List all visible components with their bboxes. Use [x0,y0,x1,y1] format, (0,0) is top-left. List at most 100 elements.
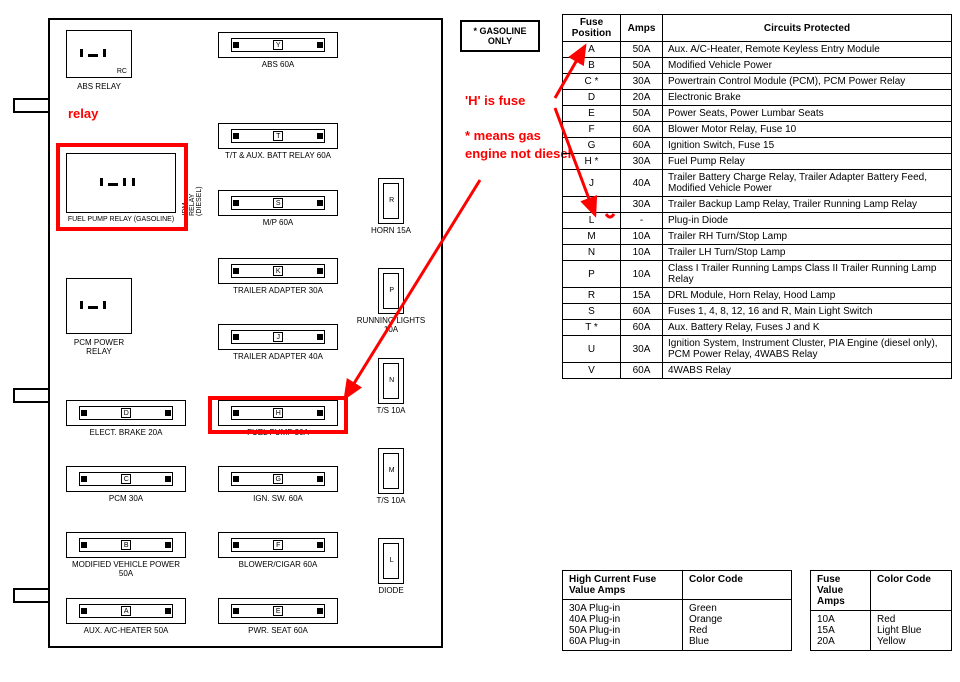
fuse-caption-G: IGN. SW. 60A [218,494,338,503]
pcm-relay-caption: PCM POWER RELAY [62,338,136,356]
cell-amps: 60A [621,122,663,138]
mini-caption-N: T/S 10A [350,406,432,415]
abs-relay: RC [66,30,132,78]
pcm-relay [66,278,132,334]
gasoline-only-box: * GASOLINE ONLY [460,20,540,52]
cell-amps: 20A [621,90,663,106]
fuse-caption-A: AUX. A/C-HEATER 50A [66,626,186,635]
fuse-caption-S: M/P 60A [218,218,338,227]
annotation-gas-text: * means gas engine not diesel [465,128,571,161]
cc-high-col2: Color Code [683,571,792,600]
cell-pos: T * [563,320,621,336]
cc-low-title: Fuse Value Amps [811,571,871,611]
cc-high-colors: GreenOrangeRedBlue [683,600,792,651]
cell-pos: V [563,363,621,379]
cell-pos: H * [563,154,621,170]
table-row: C *30APowertrain Control Module (PCM), P… [563,74,952,90]
cell-amps: 10A [621,245,663,261]
cell-desc: Ignition Switch, Fuse 15 [663,138,952,154]
th-pos: Fuse Position [563,15,621,42]
annotation-h-is-fuse: 'H' is fuse * means gas engine not diese… [465,92,575,162]
notch-1 [13,98,48,113]
cell-amps: 10A [621,229,663,245]
cell-pos: A [563,42,621,58]
th-desc: Circuits Protected [663,15,952,42]
fuse-slot-A: A [66,598,186,624]
cell-amps: 30A [621,154,663,170]
cc-low-vals: 10A15A20A [811,611,871,651]
cell-desc: Trailer LH Turn/Stop Lamp [663,245,952,261]
cell-amps: - [621,213,663,229]
mini-fuse-N: N [378,358,404,404]
cell-amps: 60A [621,138,663,154]
annotation-h-text: 'H' is fuse [465,93,525,108]
color-code-low-table: Fuse Value Amps Color Code 10A15A20ARedL… [810,570,952,651]
cell-desc: Power Seats, Power Lumbar Seats [663,106,952,122]
fuse-caption-B: MODIFIED VEHICLE POWER 50A [66,560,186,578]
cell-amps: 30A [621,336,663,363]
table-row: B50AModified Vehicle Power [563,58,952,74]
fuse-caption-K: TRAILER ADAPTER 30A [218,286,338,295]
mini-fuse-L: L [378,538,404,584]
fuse-slot-D: D [66,400,186,426]
cc-high-vals: 30A Plug-in40A Plug-in50A Plug-in60A Plu… [563,600,683,651]
cell-desc: Fuel Pump Relay [663,154,952,170]
cell-desc: Trailer Battery Charge Relay, Trailer Ad… [663,170,952,197]
fuse-slot-E: E [218,598,338,624]
table-row: F60ABlower Motor Relay, Fuse 10 [563,122,952,138]
fuse-slot-T: T [218,123,338,149]
mini-caption-P: RUNNING LIGHTS 10A [350,316,432,334]
cell-pos: N [563,245,621,261]
table-row: R15ADRL Module, Horn Relay, Hood Lamp [563,288,952,304]
fuse-slot-Y: Y [218,32,338,58]
cell-desc: Electronic Brake [663,90,952,106]
table-row: V60A4WABS Relay [563,363,952,379]
abs-rc-label: RC [117,68,127,75]
mini-caption-R: HORN 15A [350,226,432,235]
cell-amps: 15A [621,288,663,304]
cell-desc: Fuses 1, 4, 8, 12, 16 and R, Main Light … [663,304,952,320]
cell-pos: G [563,138,621,154]
cell-pos: R [563,288,621,304]
cell-desc: Aux. Battery Relay, Fuses J and K [663,320,952,336]
cell-desc: 4WABS Relay [663,363,952,379]
fuse-caption-Y: ABS 60A [218,60,338,69]
cell-amps: 40A [621,170,663,197]
highlight-relay [56,143,188,231]
cell-pos: D [563,90,621,106]
fusebox-diagram-page: RC ABS RELAY FUEL PUMP RELAY (GASOLINE) … [0,0,960,682]
cell-pos: S [563,304,621,320]
table-row: U30AIgnition System, Instrument Cluster,… [563,336,952,363]
cell-desc: Modified Vehicle Power [663,58,952,74]
fuse-caption-T: T/T & AUX. BATT RELAY 60A [218,151,338,160]
cell-desc: Trailer RH Turn/Stop Lamp [663,229,952,245]
table-row: L-Plug-in Diode [563,213,952,229]
annotation-relay: relay [68,105,98,123]
table-row: A50AAux. A/C-Heater, Remote Keyless Entr… [563,42,952,58]
cc-low-colors: RedLight BlueYellow [871,611,952,651]
cell-amps: 50A [621,42,663,58]
mini-fuse-M: M [378,448,404,494]
cell-desc: Blower Motor Relay, Fuse 10 [663,122,952,138]
cc-low-col2: Color Code [871,571,952,611]
fuse-slot-C: C [66,466,186,492]
mini-fuse-P: P [378,268,404,314]
cell-desc: DRL Module, Horn Relay, Hood Lamp [663,288,952,304]
cell-pos: J [563,170,621,197]
table-row: G60AIgnition Switch, Fuse 15 [563,138,952,154]
cell-desc: Trailer Backup Lamp Relay, Trailer Runni… [663,197,952,213]
cell-pos: E [563,106,621,122]
cell-amps: 60A [621,320,663,336]
cell-pos: P [563,261,621,288]
fuse-slot-F: F [218,532,338,558]
color-code-high-table: High Current Fuse Value Amps Color Code … [562,570,792,651]
cell-desc: Plug-in Diode [663,213,952,229]
table-row: S60AFuses 1, 4, 8, 12, 16 and R, Main Li… [563,304,952,320]
cell-pos: L [563,213,621,229]
cell-pos: F [563,122,621,138]
table-row: E50APower Seats, Power Lumbar Seats [563,106,952,122]
table-row: D20AElectronic Brake [563,90,952,106]
mini-fuse-R: R [378,178,404,224]
notch-3 [13,588,48,603]
fuse-caption-D: ELECT. BRAKE 20A [66,428,186,437]
